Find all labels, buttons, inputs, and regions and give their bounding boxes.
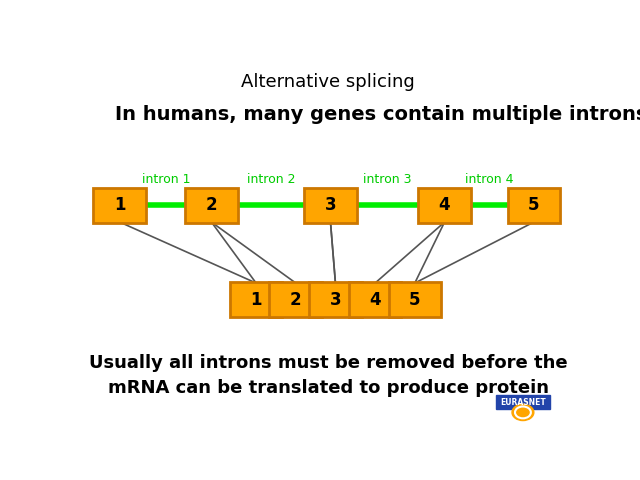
FancyBboxPatch shape [185,188,237,223]
Text: In humans, many genes contain multiple introns: In humans, many genes contain multiple i… [115,106,640,124]
Text: 4: 4 [439,196,451,215]
FancyBboxPatch shape [495,395,550,409]
Text: EURASNET: EURASNET [500,398,546,407]
Text: 4: 4 [369,291,381,309]
Text: 3: 3 [330,291,341,309]
Text: intron 1: intron 1 [141,173,190,186]
Text: intron 4: intron 4 [465,173,513,186]
Text: mRNA can be translated to produce protein: mRNA can be translated to produce protei… [108,379,548,397]
FancyBboxPatch shape [269,282,322,317]
Text: Alternative splicing: Alternative splicing [241,72,415,91]
FancyBboxPatch shape [419,188,471,223]
Text: 3: 3 [324,196,336,215]
Text: intron 3: intron 3 [364,173,412,186]
Circle shape [512,404,534,420]
Text: Usually all introns must be removed before the: Usually all introns must be removed befo… [89,353,567,372]
FancyBboxPatch shape [309,282,362,317]
Text: 2: 2 [205,196,217,215]
Text: 1: 1 [250,291,262,309]
FancyBboxPatch shape [388,282,441,317]
Text: 5: 5 [528,196,540,215]
FancyBboxPatch shape [304,188,356,223]
FancyBboxPatch shape [508,188,560,223]
Text: 5: 5 [409,291,420,309]
FancyBboxPatch shape [230,282,282,317]
FancyBboxPatch shape [93,188,146,223]
Text: 2: 2 [290,291,301,309]
FancyBboxPatch shape [349,282,401,317]
Text: intron 2: intron 2 [246,173,295,186]
Text: 1: 1 [114,196,125,215]
